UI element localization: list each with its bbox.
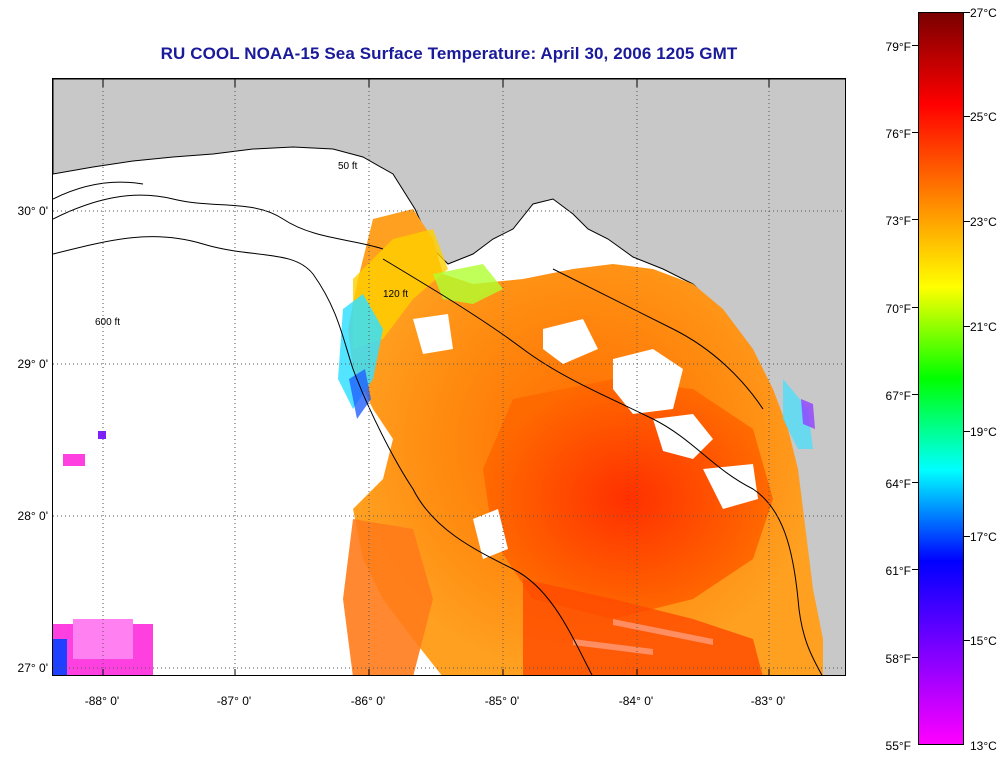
colorbar-c-label: 25°C [970, 110, 997, 124]
lon-label-86: -86° 0' [350, 694, 386, 708]
colorbar-c-label: 21°C [970, 320, 997, 334]
lat-label-29: 29° 0' [17, 357, 48, 371]
lon-label-84: -84° 0' [618, 694, 654, 708]
colorbar-tick-f [912, 132, 918, 133]
colorbar-c-label: 17°C [970, 530, 997, 544]
colorbar-f-label: 79°F [885, 40, 911, 54]
colorbar-f-label: 61°F [885, 564, 911, 578]
sst-map[interactable]: 50 ft 120 ft 600 ft [52, 78, 846, 676]
colorbar-f-label: 55°F [885, 739, 911, 753]
contour-label-50: 50 ft [338, 161, 358, 172]
colorbar-c-label: 27°C [970, 6, 997, 20]
colorbar-tick-f [912, 219, 918, 220]
graticule [53, 79, 845, 675]
map-title: RU COOL NOAA-15 Sea Surface Temperature:… [160, 44, 738, 63]
temperature-colorbar [918, 12, 964, 745]
lat-label-27: 27° 0' [17, 661, 48, 675]
colorbar-tick-f [912, 45, 918, 46]
contour-label-600: 600 ft [95, 317, 120, 328]
colorbar-f-label: 58°F [885, 652, 911, 666]
colorbar-tick-f [912, 569, 918, 570]
colorbar-tick-c [964, 12, 970, 13]
sst-map-canvas: 50 ft 120 ft 600 ft [53, 79, 845, 675]
contour-label-120: 120 ft [383, 289, 408, 300]
lon-label-85: -85° 0' [484, 694, 520, 708]
lon-label-83: -83° 0' [750, 694, 786, 708]
colorbar-c-label: 15°C [970, 634, 997, 648]
lon-label-87: -87° 0' [216, 694, 252, 708]
colorbar-c-label: 13°C [970, 739, 997, 753]
colorbar-tick-c [964, 326, 970, 327]
colorbar-tick-f [912, 307, 918, 308]
colorbar-tick-c [964, 431, 970, 432]
colorbar-f-label: 73°F [885, 214, 911, 228]
colorbar-tick-c [964, 640, 970, 641]
colorbar-tick-c [964, 221, 970, 222]
colorbar-f-label: 70°F [885, 302, 911, 316]
colorbar-tick-c [964, 536, 970, 537]
lat-label-30: 30° 0' [17, 204, 48, 218]
lon-label-88: -88° 0' [84, 694, 120, 708]
colorbar-f-label: 76°F [885, 127, 911, 141]
frame-ticks [102, 79, 770, 675]
colorbar-tick-c [964, 116, 970, 117]
sst-data-layer [53, 209, 823, 675]
lat-label-28: 28° 0' [17, 509, 48, 523]
colorbar-c-label: 19°C [970, 425, 997, 439]
colorbar-f-label: 64°F [885, 477, 911, 491]
colorbar-f-label: 67°F [885, 389, 911, 403]
bathymetry-contours [53, 181, 823, 675]
colorbar-c-label: 23°C [970, 215, 997, 229]
colorbar-tick-f [912, 482, 918, 483]
colorbar-tick-f [912, 394, 918, 395]
colorbar-tick-f [912, 657, 918, 658]
